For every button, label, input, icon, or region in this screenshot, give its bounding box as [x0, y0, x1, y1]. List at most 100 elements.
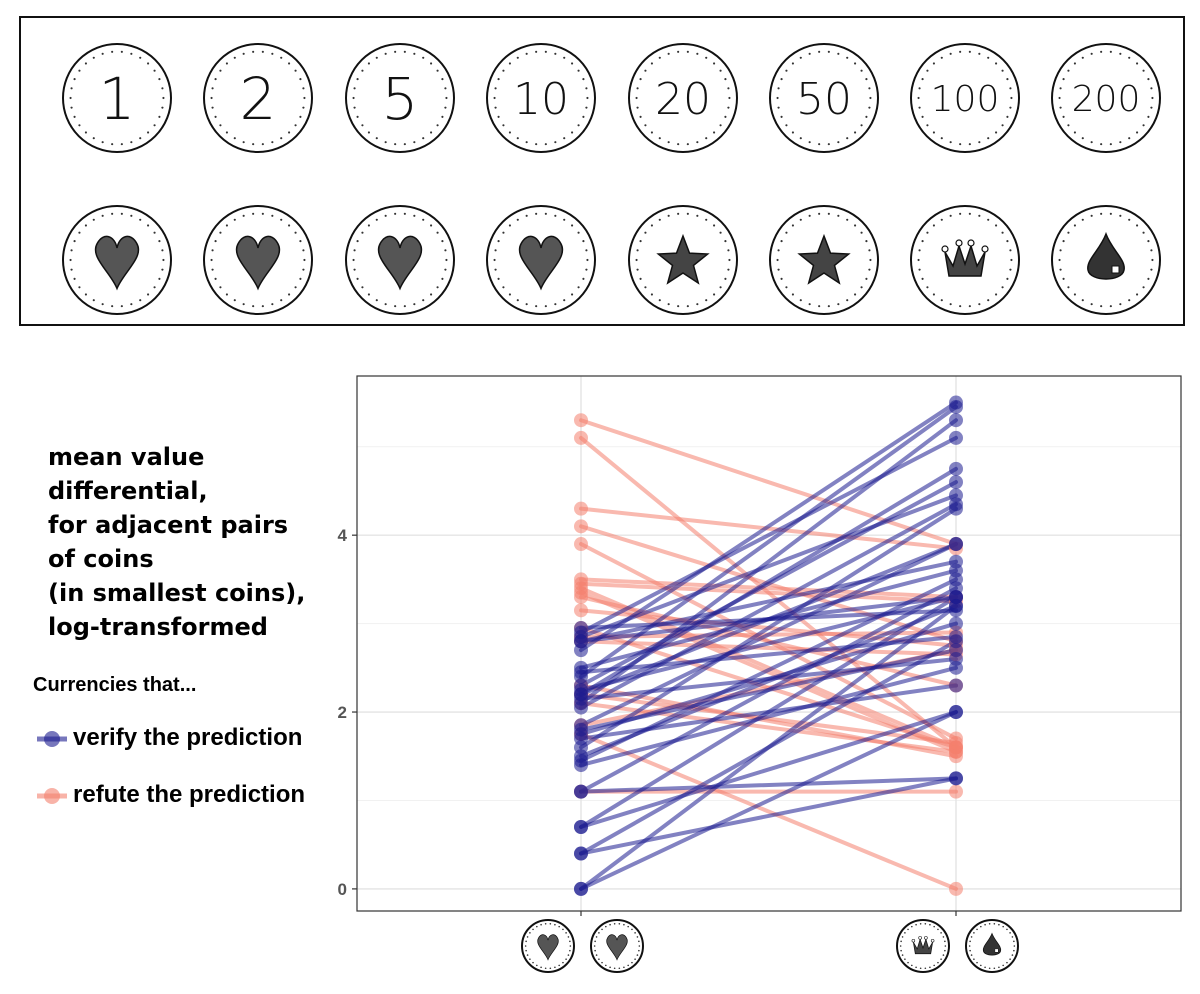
series-line-verify: [579, 559, 958, 644]
data-point-verify: [949, 537, 963, 552]
legend-title: Currencies that...: [33, 674, 197, 696]
coin-value-20: 20: [628, 43, 738, 153]
heart-icon: [518, 235, 564, 291]
legend-key-refute: [37, 788, 67, 804]
coin-value-label: 50: [796, 74, 852, 125]
data-point-verify: [949, 603, 963, 618]
data-point-verify: [949, 643, 963, 658]
data-point-refute: [574, 537, 588, 552]
x-tick-coin: [521, 919, 575, 973]
y-tick-label: 2: [338, 703, 347, 722]
data-point-verify: [949, 488, 963, 503]
data-point-verify: [574, 687, 588, 702]
x-tick-coins: [521, 919, 644, 973]
heart-icon: [606, 934, 628, 961]
drop-icon: [1087, 231, 1125, 280]
x-tick-coin: [965, 919, 1019, 973]
series-line-verify: [579, 776, 958, 856]
coin-panel: 1 2 5 10 20 50 100 200: [19, 16, 1185, 326]
legend-item-verify: verify the prediction: [33, 724, 343, 754]
data-point-refute: [949, 881, 963, 896]
heart-icon: [377, 235, 423, 291]
data-point-verify: [574, 784, 588, 799]
coin-value-10: 10: [486, 43, 596, 153]
legend-label-refute: refute the prediction: [73, 781, 306, 808]
series-line-verify: [579, 506, 958, 750]
data-point-refute: [574, 603, 588, 618]
heart-icon: [94, 235, 140, 291]
series-line-refute: [579, 418, 958, 547]
data-point-verify: [574, 621, 588, 636]
heart-icon: [537, 934, 559, 961]
y-title-line: differential,: [48, 477, 208, 505]
coin-symbol-heart-icon: [345, 205, 455, 315]
data-point-refute: [574, 430, 588, 445]
x-tick-coin: [590, 919, 644, 973]
data-point-refute: [949, 744, 963, 759]
coin-symbol-heart-icon: [62, 205, 172, 315]
series-line-verify: [579, 400, 958, 653]
series-line-verify: [579, 710, 958, 829]
series-line-verify: [579, 542, 958, 697]
series-line-verify: [579, 435, 958, 635]
data-point-verify: [949, 554, 963, 569]
series-line-refute: [579, 581, 958, 604]
data-point-verify: [574, 722, 588, 737]
data-point-verify: [574, 881, 588, 896]
series-line-verify: [579, 648, 958, 732]
y-title-line: mean value: [48, 443, 205, 471]
legend-item-refute: refute the prediction: [33, 781, 343, 811]
data-point-verify: [949, 430, 963, 445]
coin-value-label: 5: [382, 65, 419, 133]
coin-value-1: 1: [62, 43, 172, 153]
series-line-verify: [579, 404, 958, 679]
data-point-verify: [949, 461, 963, 476]
coin-symbol-drop-icon: [1051, 205, 1161, 315]
data-point-refute: [574, 590, 588, 605]
coin-symbol-heart-icon: [203, 205, 313, 315]
y-title-line: (in smallest coins),: [48, 579, 306, 607]
data-point-refute: [574, 501, 588, 516]
series-line-verify: [579, 665, 958, 768]
coin-value-5: 5: [345, 43, 455, 153]
series-line-verify: [579, 683, 958, 741]
data-point-refute: [574, 413, 588, 428]
y-title-line: log-transformed: [48, 613, 268, 641]
coin-value-label: 2: [240, 65, 277, 133]
coin-value-50: 50: [769, 43, 879, 153]
data-point-verify: [949, 678, 963, 693]
data-point-verify: [949, 771, 963, 786]
data-point-verify: [949, 705, 963, 720]
legend: Currencies that... verify the prediction…: [33, 674, 305, 808]
legend-key-verify: [37, 731, 67, 747]
series-line-verify: [579, 656, 958, 701]
coin-value-label: 20: [655, 74, 711, 125]
series-line-verify: [579, 710, 958, 891]
data-point-refute: [574, 519, 588, 534]
series-line-verify: [579, 493, 958, 639]
heart-icon: [235, 235, 281, 291]
plot-border: [356, 375, 1182, 912]
star-icon: [656, 233, 710, 285]
data-point-verify: [574, 846, 588, 861]
coin-value-2: 2: [203, 43, 313, 153]
series-line-refute: [579, 577, 958, 600]
data-point-verify: [949, 395, 963, 410]
y-tick-label: 0: [338, 880, 347, 899]
drop-icon: [982, 932, 1002, 956]
data-point-verify: [949, 590, 963, 605]
coin-grid: 1 2 5 10 20 50 100 200: [62, 43, 1161, 315]
data-point-refute: [949, 784, 963, 799]
crown-icon: [911, 936, 935, 955]
coin-symbol-heart-icon: [486, 205, 596, 315]
coin-value-label: 100: [931, 79, 1000, 120]
data-point-verify: [574, 634, 588, 649]
data-point-verify: [949, 475, 963, 490]
coin-symbol-crown-icon: [910, 205, 1020, 315]
data-point-verify: [574, 819, 588, 834]
x-axis: [521, 911, 1019, 973]
y-title-line: of coins: [48, 545, 154, 573]
series-line-verify: [579, 634, 958, 675]
coin-symbol-star-icon: [769, 205, 879, 315]
x-tick-coins: [896, 919, 1019, 973]
